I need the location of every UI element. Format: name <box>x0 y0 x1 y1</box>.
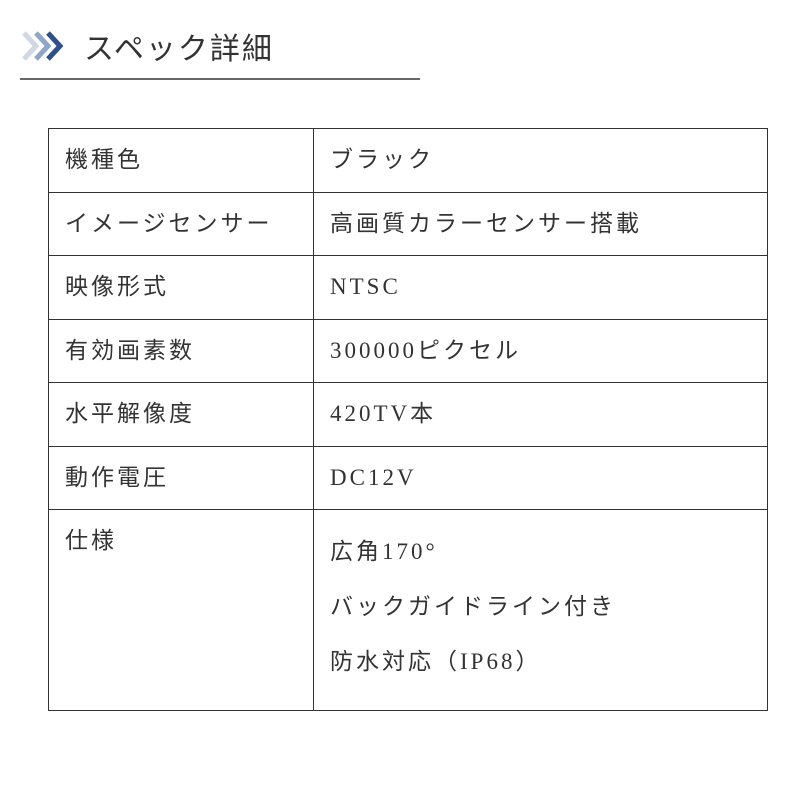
section-title: スペック詳細 <box>84 24 274 68</box>
spec-value: NTSC <box>314 256 767 319</box>
spec-table: 機種色 ブラック イメージセンサー 高画質カラーセンサー搭載 映像形式 NTSC… <box>48 128 768 711</box>
spec-value: ブラック <box>314 129 767 192</box>
spec-label: 水平解像度 <box>49 383 314 446</box>
table-row: 映像形式 NTSC <box>49 255 767 319</box>
section-header: スペック詳細 <box>20 24 420 80</box>
table-row: 有効画素数 300000ピクセル <box>49 319 767 383</box>
spec-label: 有効画素数 <box>49 320 314 383</box>
spec-label: 機種色 <box>49 129 314 192</box>
table-row: 仕様 広角170°バックガイドライン付き防水対応（IP68） <box>49 509 767 710</box>
spec-value: 広角170°バックガイドライン付き防水対応（IP68） <box>314 510 767 710</box>
chevron-right-icon <box>20 31 70 61</box>
spec-value: 300000ピクセル <box>314 320 767 383</box>
page: スペック詳細 機種色 ブラック イメージセンサー 高画質カラーセンサー搭載 映像… <box>0 0 800 800</box>
spec-value: 420TV本 <box>314 383 767 446</box>
spec-label: 動作電圧 <box>49 447 314 510</box>
spec-value: 高画質カラーセンサー搭載 <box>314 193 767 256</box>
spec-label: イメージセンサー <box>49 193 314 256</box>
table-row: イメージセンサー 高画質カラーセンサー搭載 <box>49 192 767 256</box>
table-row: 動作電圧 DC12V <box>49 446 767 510</box>
table-row: 機種色 ブラック <box>49 129 767 192</box>
spec-label: 映像形式 <box>49 256 314 319</box>
spec-value: DC12V <box>314 447 767 510</box>
table-row: 水平解像度 420TV本 <box>49 382 767 446</box>
spec-label: 仕様 <box>49 510 314 710</box>
